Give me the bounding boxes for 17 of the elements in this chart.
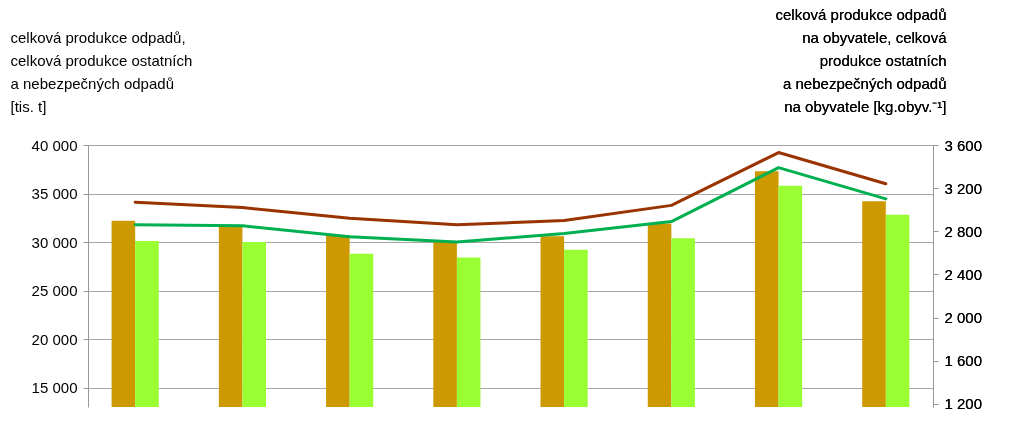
line-series	[133, 151, 888, 227]
y2-tick-label: 2 000	[944, 309, 983, 327]
y2-tick-label: 1 600	[944, 352, 983, 370]
y2-tick-label: 3 200	[944, 179, 983, 197]
y2-tick-label: 2 800	[944, 222, 983, 240]
y2-tick-label: 2 400	[944, 265, 983, 283]
y-tick-label: 20 000	[31, 330, 78, 348]
y-tick-label: 40 000	[31, 136, 78, 154]
y2-tick-label: 3 600	[944, 136, 983, 154]
y2-axis-title: celková produkce odpadů na obyvatele, celková produkce ostatních a nebezpečných odpadů na obyvatele [kg.obyv.⁻¹]	[775, 5, 948, 115]
y-tick-label: 15 000	[31, 379, 78, 397]
line-series	[133, 166, 888, 244]
y-tick-label: 35 000	[31, 185, 78, 203]
y-axis-title: celková produkce odpadů, celková produkce ostatních a nebezpečných odpadů [tis. t]	[10, 28, 193, 115]
y-tick-label: 25 000	[31, 282, 78, 300]
y2-tick-label: 1 200	[944, 395, 983, 413]
y-tick-label: 30 000	[31, 233, 78, 251]
